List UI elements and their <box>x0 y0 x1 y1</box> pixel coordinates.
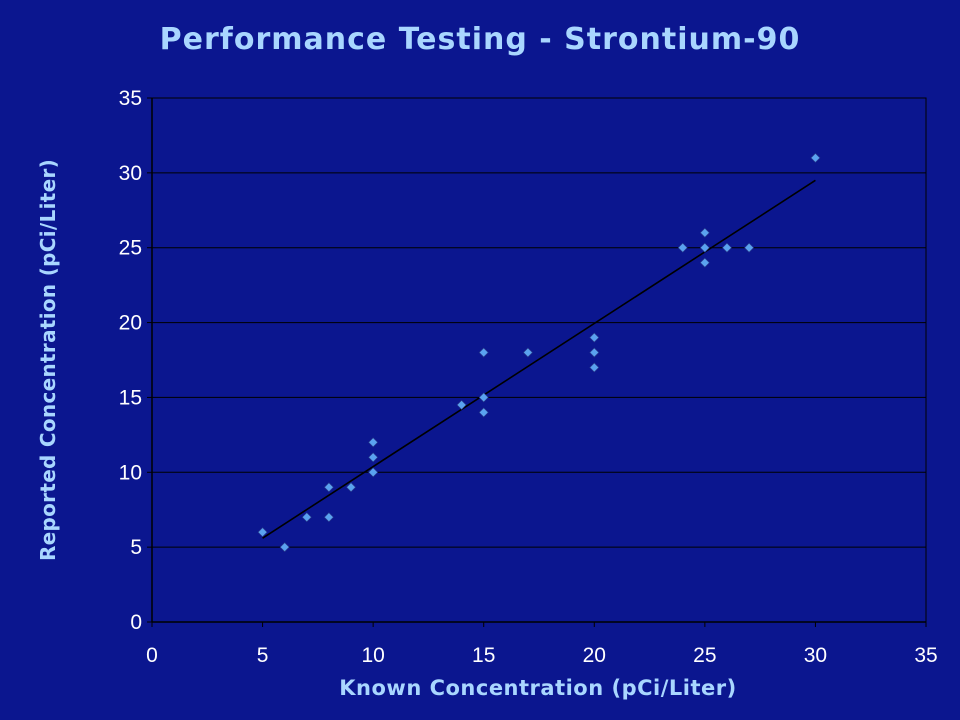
data-point <box>523 347 533 358</box>
data-point <box>589 347 600 358</box>
data-point <box>368 452 379 463</box>
data-point <box>589 332 600 343</box>
y-tick-label: 20 <box>119 312 142 335</box>
x-tick-label: 25 <box>693 644 716 667</box>
data-point <box>744 242 755 253</box>
y-tick-label: 10 <box>119 461 142 484</box>
x-tick-label: 35 <box>914 644 937 667</box>
x-tick-label: 20 <box>583 644 606 667</box>
y-tick-label: 0 <box>130 611 142 634</box>
y-tick-label: 35 <box>119 87 142 110</box>
x-tick-label: 15 <box>472 644 495 667</box>
data-point <box>323 482 334 493</box>
data-point <box>589 362 600 373</box>
x-tick-label: 30 <box>804 644 827 667</box>
x-tick-label: 0 <box>146 644 158 667</box>
data-point <box>456 399 467 410</box>
x-tick-label: 10 <box>361 644 384 667</box>
data-point <box>257 527 268 538</box>
data-point <box>677 242 688 253</box>
data-point <box>699 242 710 253</box>
data-point <box>368 467 379 478</box>
trendline <box>262 179 816 539</box>
data-point <box>478 407 489 418</box>
y-tick-label: 15 <box>119 386 142 409</box>
data-point <box>368 437 379 448</box>
data-point <box>478 392 489 403</box>
y-tick-label: 5 <box>130 536 142 559</box>
data-point <box>478 347 489 358</box>
data-point <box>699 257 710 268</box>
data-point <box>346 482 356 493</box>
x-axis-title: Known Concentration (pCi/Liter) <box>339 676 737 700</box>
data-point <box>301 512 312 523</box>
x-tick-label: 5 <box>257 644 269 667</box>
data-point <box>722 242 732 253</box>
chart-title: Performance Testing - Strontium-90 <box>159 22 801 57</box>
y-tick-label: 25 <box>119 237 142 260</box>
data-point <box>323 512 334 523</box>
y-tick-label: 30 <box>119 162 142 185</box>
data-point <box>279 542 290 553</box>
y-axis-title: Reported Concentration (pCi/Liter) <box>36 158 60 562</box>
data-point <box>699 227 710 238</box>
data-point <box>810 152 821 163</box>
